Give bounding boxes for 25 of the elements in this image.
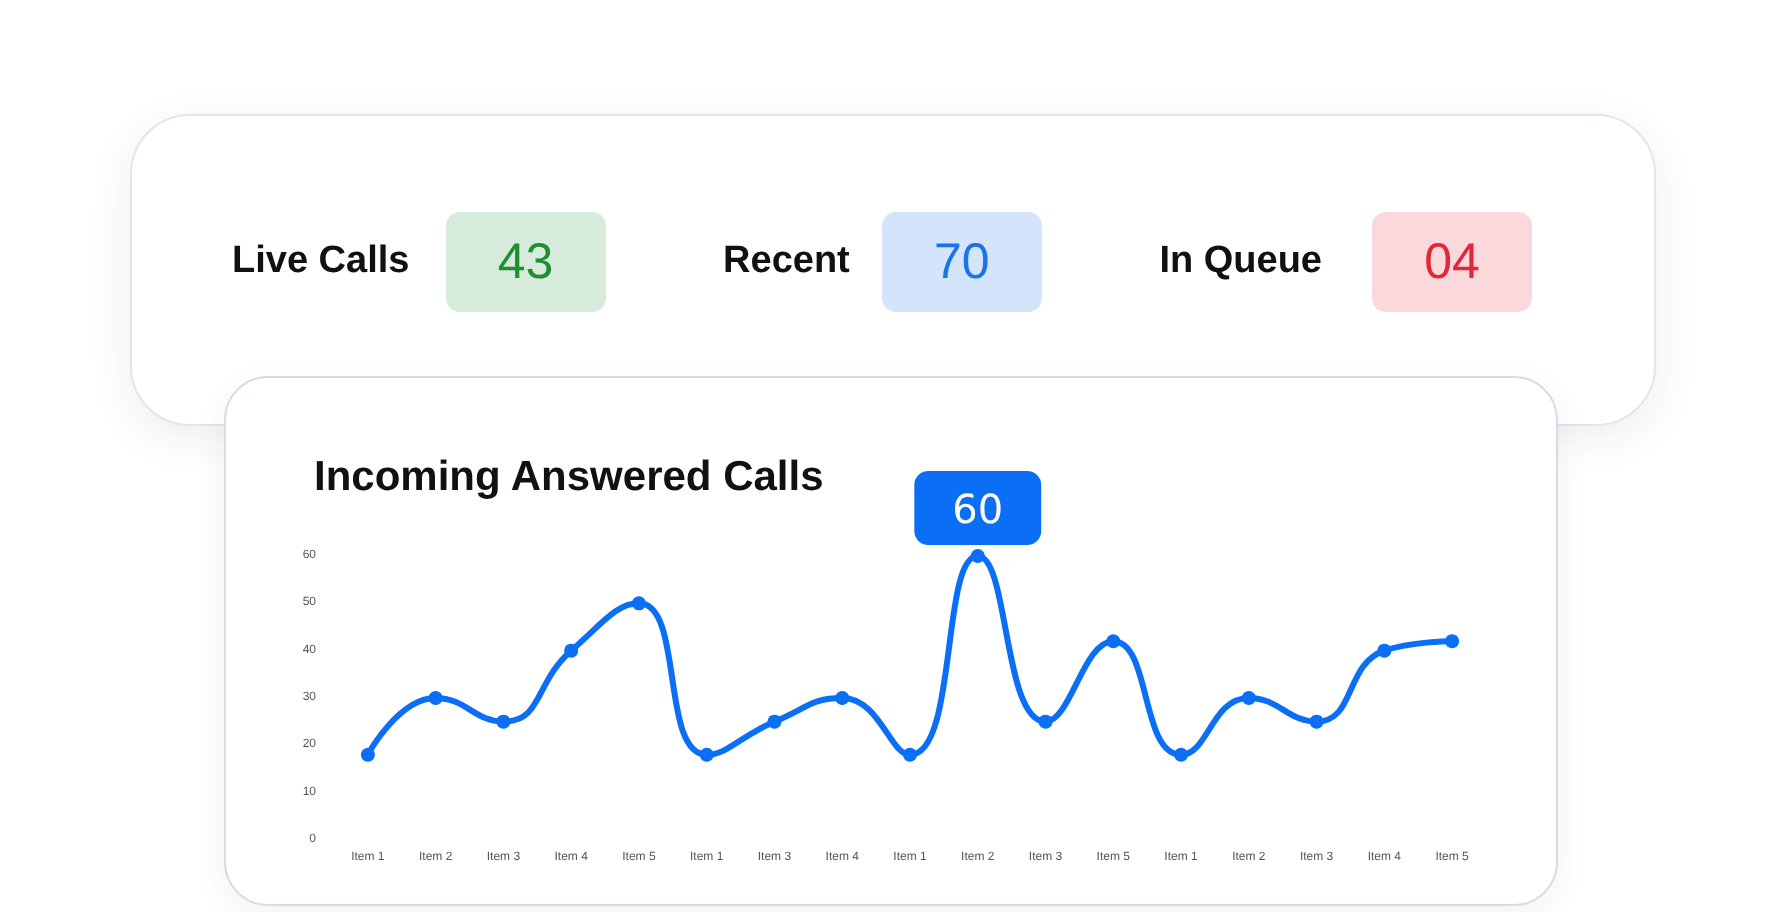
point	[1445, 634, 1460, 649]
point	[1038, 714, 1053, 729]
category-label: In Queue	[1159, 240, 1322, 284]
point	[428, 691, 443, 705]
point	[1174, 747, 1189, 762]
point	[564, 643, 579, 658]
point	[631, 596, 646, 611]
chart-title: Incoming Answered Calls	[314, 454, 824, 500]
badge: 04	[1372, 212, 1532, 312]
badge: 43	[445, 212, 606, 312]
point	[767, 714, 782, 729]
point	[360, 747, 375, 762]
badge: 70	[881, 212, 1042, 312]
category-label: Recent	[723, 240, 850, 284]
point	[1241, 691, 1256, 705]
point	[1309, 714, 1324, 729]
point	[1106, 634, 1121, 649]
point	[496, 714, 511, 729]
category-label: Live Calls	[232, 240, 410, 284]
point	[903, 747, 917, 762]
point	[835, 691, 850, 705]
point	[699, 747, 714, 762]
data-label: 60	[952, 485, 1004, 533]
point	[1377, 643, 1392, 658]
point	[970, 549, 985, 563]
